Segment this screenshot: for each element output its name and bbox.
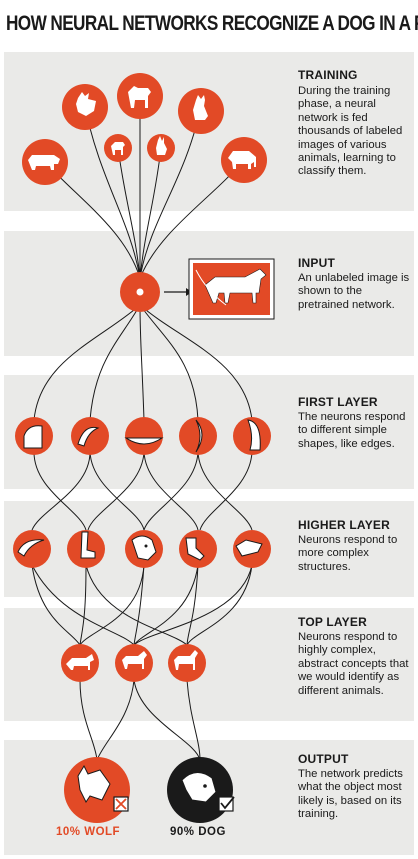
edge-neuron-3 (125, 417, 163, 455)
section-heading-first-layer: FIRST LAYER (298, 395, 378, 409)
section-heading-higher-layer: HIGHER LAYER (298, 518, 390, 532)
section-text-higher-layer: Neurons respond to more complex structur… (298, 534, 398, 573)
first-layer-neurons (15, 417, 271, 455)
section-heading-training: TRAINING (298, 68, 358, 82)
dog-percentage-label: 90% DOG (170, 826, 226, 838)
section-heading-top-layer: TOP LAYER (298, 615, 367, 629)
edge-neuron-4 (179, 417, 217, 455)
section-text-first-layer: The neurons respond to different simple … (298, 411, 406, 450)
page-title: HOW NEURAL NETWORKS RECOGNIZE A DOG IN A… (6, 10, 418, 35)
edge-neuron-2 (71, 417, 109, 455)
higher-layer-neurons (13, 530, 271, 568)
output-neurons (64, 757, 235, 823)
wolf-percentage-label: 10% WOLF (56, 826, 121, 838)
training-neurons (22, 73, 267, 185)
top-layer-neurons (61, 644, 206, 682)
section-heading-input: INPUT (298, 256, 335, 270)
section-text-output: The network predicts what the object mos… (298, 768, 403, 821)
section-heading-output: OUTPUT (298, 752, 349, 766)
leg-icon (179, 530, 217, 568)
section-text-top-layer: Neurons respond to highly complex, abstr… (298, 631, 409, 697)
dog-photo (188, 258, 275, 320)
dog-check-checkbox (218, 796, 234, 812)
section-text-training: During the training phase, a neural netw… (298, 85, 403, 178)
section-text-input: An unlabeled image is shown to the pretr… (298, 272, 410, 311)
structure-neuron-1 (13, 530, 51, 568)
